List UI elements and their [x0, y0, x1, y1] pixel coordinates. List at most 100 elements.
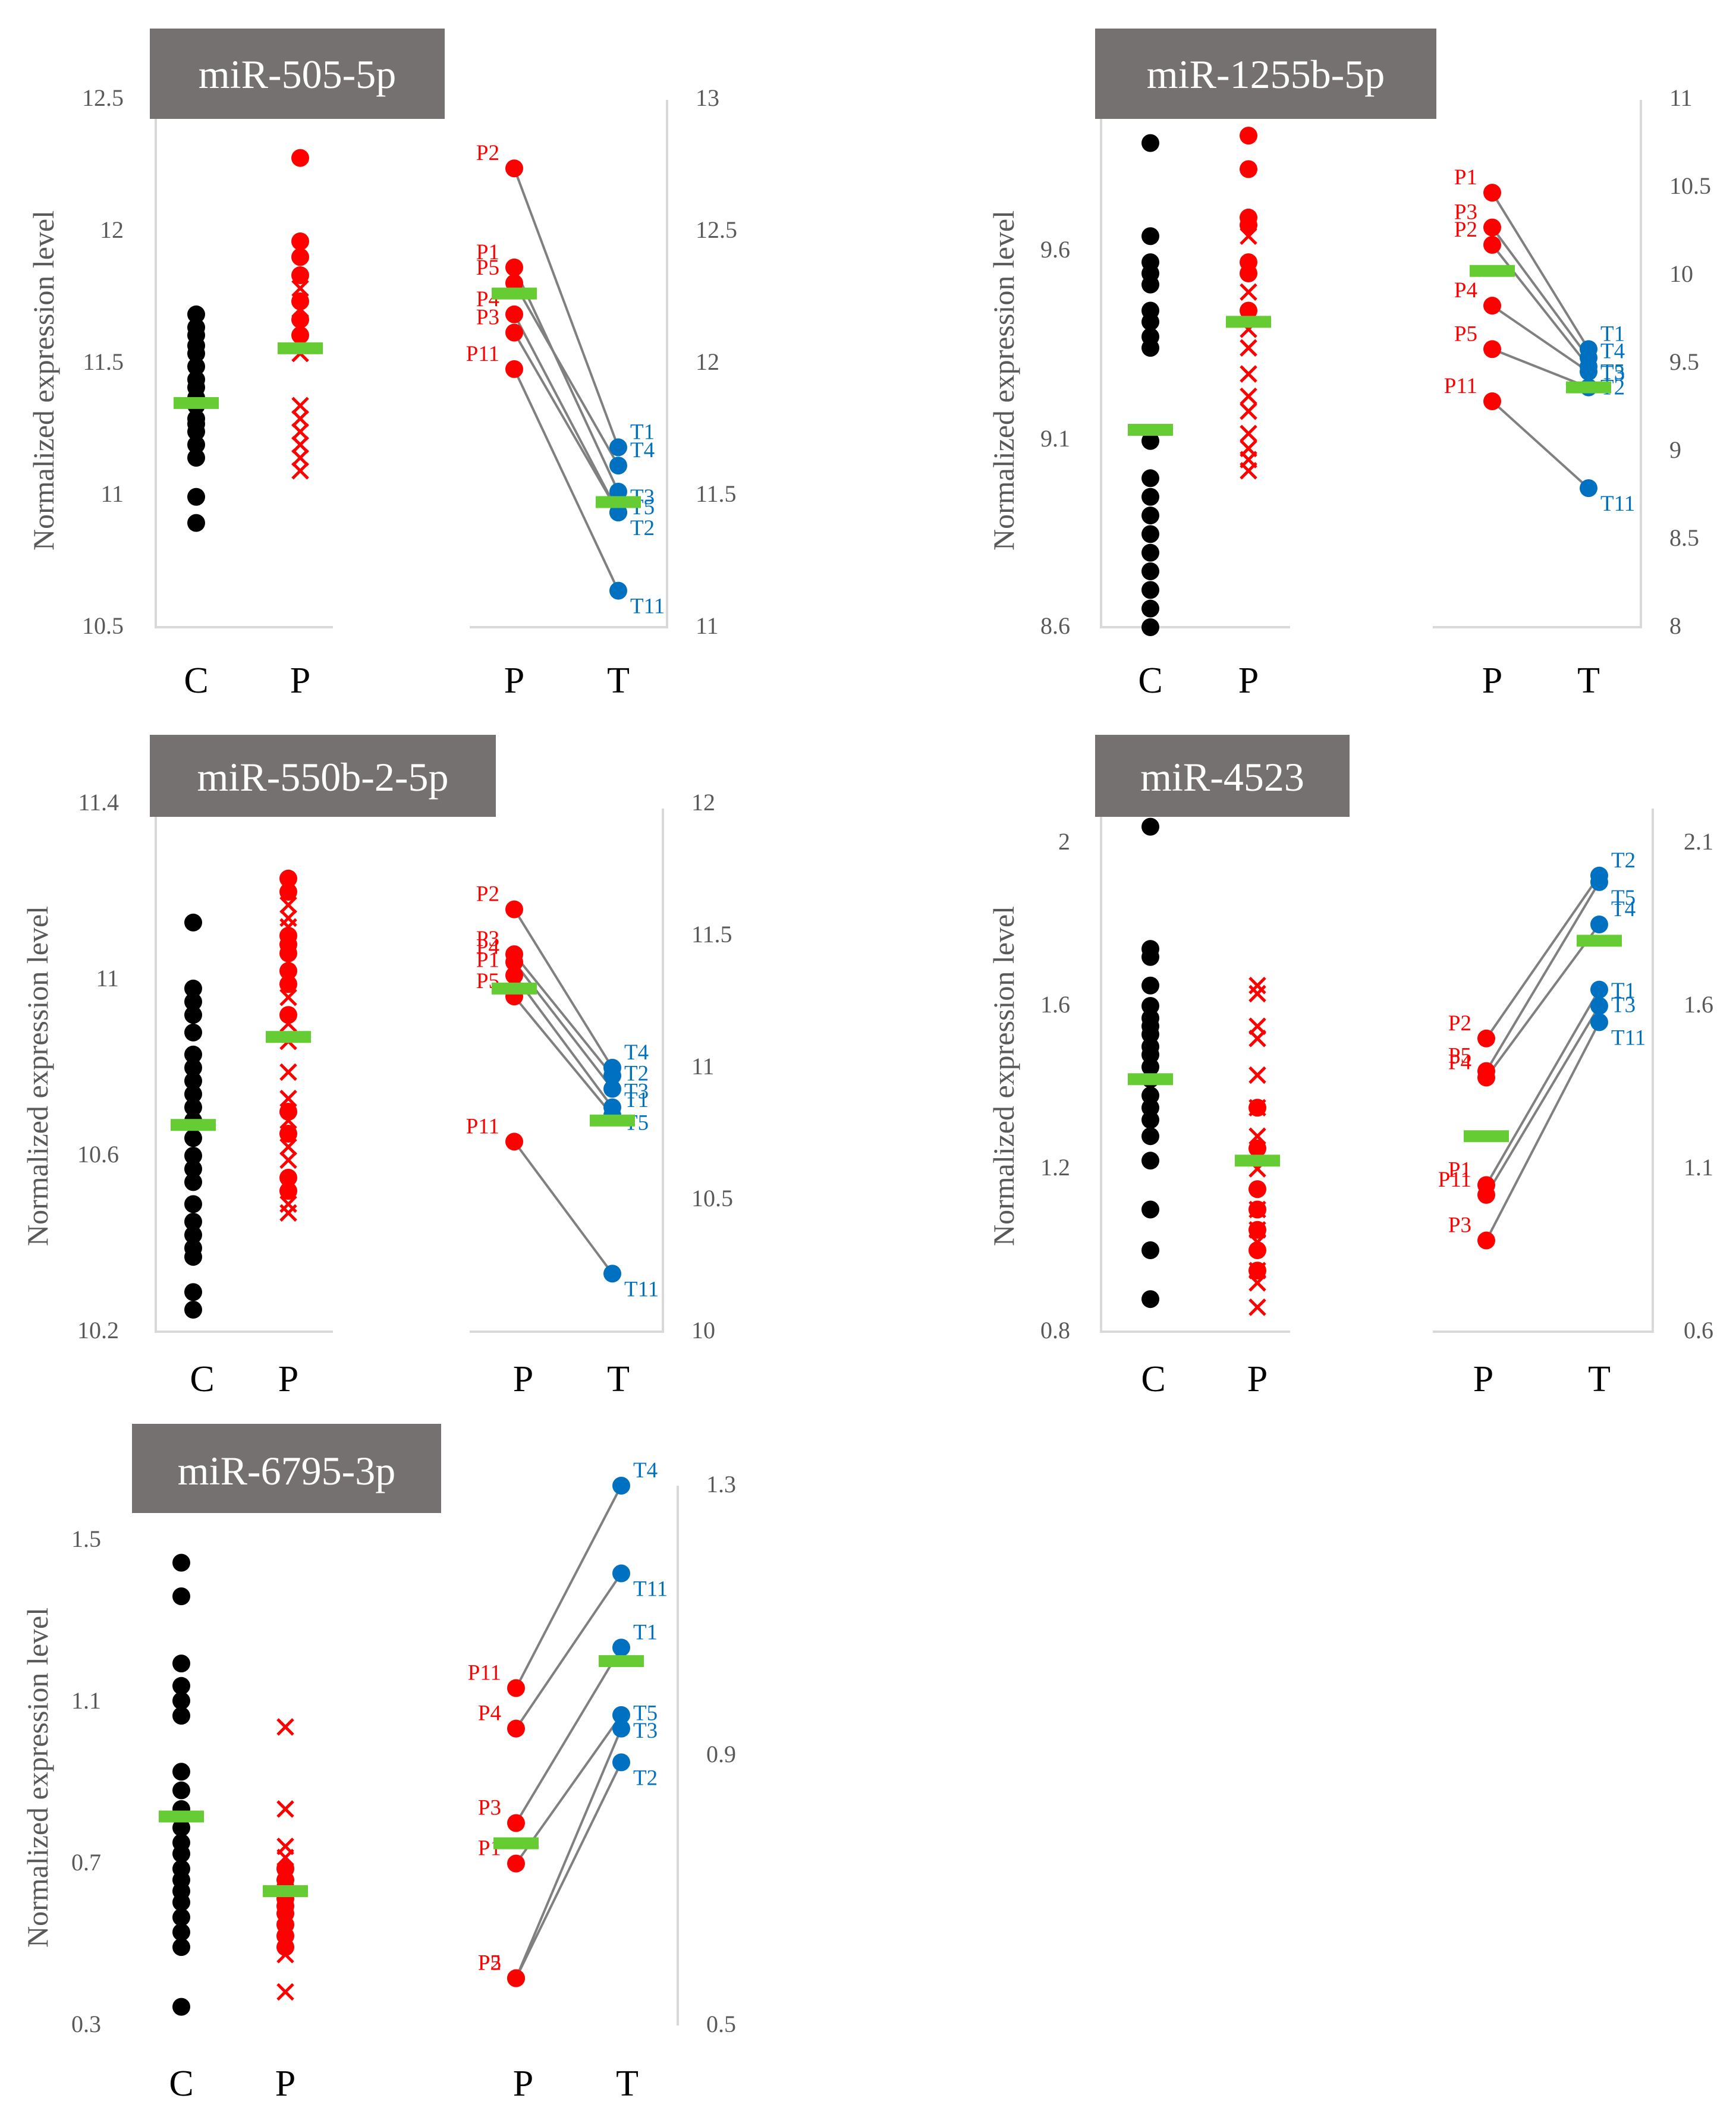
data-point	[603, 1080, 621, 1098]
data-point-cross	[1240, 387, 1257, 405]
category-label: P	[275, 2064, 295, 2104]
patient-point-label: P3	[476, 305, 499, 329]
category-label: T	[607, 1359, 630, 1399]
title-box	[132, 1424, 441, 1513]
data-point	[1141, 1099, 1159, 1117]
data-point	[1141, 1111, 1159, 1129]
y-tick: 9.5	[1669, 348, 1699, 375]
right-axis-lines	[1433, 100, 1642, 628]
data-point	[1141, 227, 1159, 246]
data-point	[184, 1085, 202, 1103]
data-point	[505, 274, 523, 292]
data-point	[1483, 218, 1501, 237]
pair-line	[1491, 227, 1590, 359]
data-point-cross	[1240, 424, 1257, 443]
data-point	[184, 1072, 202, 1090]
data-point-cross	[1240, 339, 1257, 357]
y-tick: 11	[100, 480, 124, 507]
y-tick: 2.1	[1684, 828, 1713, 855]
data-point	[184, 1248, 202, 1266]
panel-mir-1255b-5p: miR-1255b-5p Normalized expression level…	[987, 29, 1711, 701]
data-point	[1141, 599, 1159, 618]
y-tick: 10.6	[77, 1141, 119, 1168]
data-point	[187, 514, 205, 532]
mean-bar	[1226, 316, 1271, 328]
right-axis-lines	[1433, 809, 1654, 1333]
y-tick: 11	[96, 965, 119, 992]
data-point	[603, 1067, 621, 1085]
category-label: T	[1577, 660, 1600, 701]
data-point	[1248, 1139, 1266, 1157]
data-point	[1141, 525, 1159, 543]
y-tick: 11	[691, 1053, 715, 1080]
data-point	[612, 1564, 630, 1583]
y-tick: 1.1	[71, 1687, 101, 1714]
data-point	[1141, 1152, 1159, 1170]
data-point	[1483, 340, 1501, 358]
data-point	[279, 962, 297, 980]
data-point	[1483, 392, 1501, 410]
data-point-cross	[1248, 1298, 1266, 1316]
data-point	[279, 975, 297, 993]
data-point	[1590, 916, 1608, 933]
mean-bar	[596, 496, 641, 508]
data-point	[505, 900, 523, 919]
data-point	[172, 1908, 190, 1926]
data-point	[291, 232, 309, 251]
category-label: T	[607, 660, 630, 701]
pair-line	[1485, 881, 1600, 1072]
mean-bar	[1566, 381, 1611, 394]
y-axis-label: Normalized expression level	[987, 210, 1020, 551]
panel-title: miR-1255b-5p	[1147, 52, 1385, 97]
y-tick: 1.6	[1684, 991, 1713, 1018]
data-point	[1477, 1029, 1495, 1048]
category-label: P	[1247, 1359, 1268, 1399]
treated-point-label: T3	[624, 1079, 649, 1103]
data-point-cross	[291, 410, 309, 427]
data-point	[1141, 1025, 1159, 1043]
data-point	[184, 1195, 202, 1213]
patient-point-label: P11	[468, 1661, 501, 1685]
y-tick: 10.5	[1669, 172, 1711, 199]
pair-line	[515, 1572, 622, 1729]
treated-point-label: T1	[1600, 322, 1625, 346]
data-point-cross	[291, 423, 309, 441]
data-point	[279, 869, 297, 888]
patient-point-label: P1	[476, 948, 499, 973]
data-point	[507, 1854, 525, 1873]
pair-line	[1485, 875, 1600, 1039]
panel-title: miR-550b-2-5p	[197, 754, 448, 800]
left-y-ticks: 0.8 1.2 1.6 2	[1040, 828, 1070, 1344]
patient-point-label: P3	[476, 927, 499, 951]
patient-point-label: P11	[466, 1114, 499, 1138]
right-y-ticks: 0.5 0.9 1.3	[706, 1471, 736, 2037]
left-y-ticks: 8.6 9.1 9.6	[1040, 236, 1070, 639]
y-tick: 10	[1669, 260, 1693, 287]
left-axis-lines	[1100, 119, 1290, 628]
treated-point-label: T4	[624, 1040, 649, 1065]
y-tick: 11.5	[691, 921, 732, 948]
category-label: P	[504, 660, 524, 701]
category-label: C	[184, 660, 208, 701]
patient-point-label: P11	[1444, 374, 1477, 398]
data-point	[505, 159, 523, 178]
data-point	[1141, 313, 1159, 331]
data-point-cross	[279, 1138, 297, 1156]
patient-point-label: P4	[1454, 278, 1477, 303]
pair-line	[513, 1141, 614, 1275]
left-plot-points	[171, 869, 311, 1319]
data-point-cross	[279, 1090, 297, 1108]
pair-line	[513, 995, 614, 1116]
patient-point-label: P11	[1438, 1168, 1471, 1192]
y-tick: 11	[1669, 84, 1693, 111]
data-point	[505, 305, 523, 323]
data-point	[603, 1265, 621, 1283]
category-label: C	[1138, 660, 1162, 701]
panel-mir-4523: miR-4523 Normalized expression level 0.8…	[987, 735, 1713, 1399]
y-tick: 1.6	[1040, 991, 1070, 1018]
data-point	[184, 1006, 202, 1024]
data-point-cross	[279, 896, 297, 914]
pair-line	[513, 282, 619, 467]
data-point-cross	[1248, 1030, 1266, 1048]
data-point	[1590, 873, 1608, 891]
